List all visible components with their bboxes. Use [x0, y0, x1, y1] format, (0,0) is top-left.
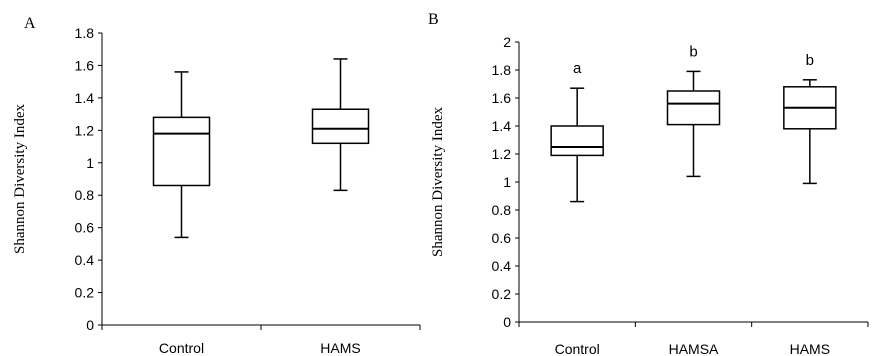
y-tick-label: 0: [503, 314, 511, 330]
box-iqr: [666, 90, 721, 126]
y-tick-label: 1.6: [492, 90, 512, 106]
y-tick-label: 1: [503, 174, 511, 190]
y-tick-label: 0.2: [492, 286, 512, 302]
chart-panel-b: B 0 0.2 0.4 0.6 0.8 1 1.2 1.4 1.6 1.8 2 Control HAMSA…: [428, 11, 869, 356]
x-category-label: Control: [555, 341, 600, 356]
y-tick-label: 1.4: [75, 90, 95, 106]
x-category-label: Control: [159, 340, 204, 356]
x-category-label: HAMS: [320, 340, 360, 356]
box-iqr: [550, 125, 604, 157]
box-iqr: [152, 116, 211, 187]
y-tick-label: 0.4: [75, 252, 95, 268]
y-axis-title: Shannon Diversity Index: [430, 107, 446, 257]
panel-label: A: [24, 15, 36, 32]
y-tick-label: 0.8: [75, 187, 95, 203]
y-axis-title: Shannon Diversity Index: [12, 104, 28, 254]
significance-letter: b: [689, 43, 697, 60]
y-tick-label: 2: [503, 34, 511, 50]
y-tick-label: 1: [86, 155, 94, 171]
x-category-label: HAMS: [790, 341, 830, 356]
y-tick-label: 1.2: [492, 146, 512, 162]
y-tick-label: 1.4: [492, 118, 512, 134]
y-tick-label: 0.6: [492, 230, 512, 246]
y-tick-label: 1.2: [75, 122, 95, 138]
panel-label: B: [428, 11, 439, 28]
chart-panel-a: A 0 0.2 0.4 0.6 0.8 1 1.2 1.4 1.6 1.8 Control HAMS Sh…: [12, 15, 421, 356]
box-iqr: [311, 108, 370, 145]
y-tick-label: 0: [86, 317, 94, 333]
y-tick-label: 0.2: [75, 285, 95, 301]
significance-letter: b: [806, 52, 814, 69]
y-tick-label: 1.8: [75, 25, 95, 41]
y-tick-label: 0.4: [492, 258, 512, 274]
significance-letter: a: [573, 60, 582, 77]
y-tick-label: 1.8: [492, 62, 512, 78]
y-tick-label: 1.6: [75, 57, 95, 73]
y-tick-label: 0.8: [492, 202, 512, 218]
x-category-label: HAMSA: [669, 341, 719, 356]
y-tick-label: 0.6: [75, 220, 95, 236]
